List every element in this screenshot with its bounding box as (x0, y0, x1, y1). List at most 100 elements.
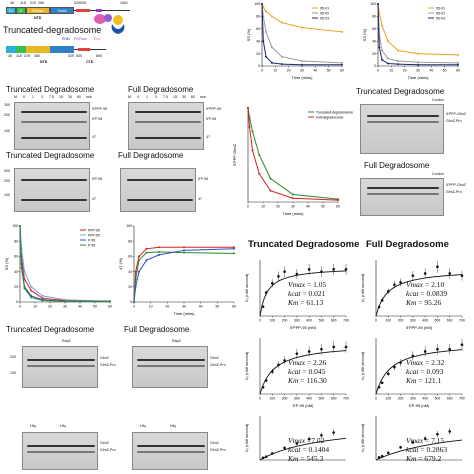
kcat-value: 0.0839 (426, 289, 448, 298)
data-point (30, 296, 33, 299)
data-point (41, 299, 44, 302)
x-tick-label: 40 (78, 305, 82, 309)
legend-label: 95-V1 (320, 6, 329, 10)
x-tick-label: 20 (403, 69, 407, 73)
y-tick-label: 20 (14, 285, 18, 289)
ntd-label: NTD (40, 60, 48, 64)
x-tick-label: 20 (287, 69, 291, 73)
y-axis-label: 5'PPP-GlmZ (232, 143, 237, 166)
control-label: Control (432, 98, 444, 102)
data-point (109, 300, 111, 303)
data-point (399, 281, 402, 284)
km-value: 61.13 (306, 298, 324, 307)
band-label: GlmZ-Pro (100, 448, 116, 452)
y-axis-label: SS (%) (4, 257, 9, 270)
data-point (295, 272, 299, 276)
data-point (262, 40, 265, 43)
data-point (393, 283, 396, 286)
series-line (247, 107, 339, 200)
x-tick-label: 60 (340, 69, 344, 73)
data-point (417, 63, 419, 66)
data-point (261, 456, 265, 460)
gel-title-full-bottom: Full Degradosome (124, 325, 190, 334)
data-point (269, 189, 272, 192)
fit-curve (375, 274, 463, 317)
y-tick-label: 40 (128, 270, 132, 274)
series-line (261, 3, 342, 66)
data-point (251, 149, 254, 152)
band-label: 47 (206, 135, 210, 139)
marker-label: 100 (10, 371, 16, 375)
marker-label: 100 (4, 129, 10, 133)
data-point (341, 61, 343, 64)
data-point (23, 270, 26, 273)
data-point (265, 10, 267, 13)
group-label: Hfq (170, 424, 176, 428)
data-point (30, 285, 33, 288)
x-tick-label: 60 (456, 69, 460, 73)
x-tick-label: 0 (259, 397, 261, 401)
y-tick-label: 80 (128, 239, 132, 243)
data-point (411, 274, 415, 277)
data-point (281, 21, 283, 24)
data-point (341, 30, 343, 33)
partner-label: Eno (94, 37, 101, 41)
data-point (448, 272, 452, 275)
band-label: 5'P-95 (92, 177, 103, 181)
marker-label: 300 (4, 103, 10, 107)
data-point (417, 61, 419, 64)
data-point (134, 270, 137, 273)
data-point (332, 431, 336, 434)
x-tick-label: 20 (48, 305, 52, 309)
data-point (265, 30, 267, 33)
lane-label: 30 (182, 95, 186, 99)
km-value: 116.30 (306, 376, 327, 385)
data-point (158, 253, 160, 256)
data-point (233, 247, 235, 250)
gel-title-truncated-right: Truncated Degradosome (356, 87, 445, 96)
control-label: Control (432, 172, 444, 176)
lane-label: 15 (173, 95, 177, 99)
x-axis-label: 5'PPP-95 (nM) (290, 325, 317, 330)
data-point (270, 452, 274, 455)
x-tick-label: 300 (410, 397, 416, 401)
x-tick-label: 100 (269, 397, 275, 401)
params-1: Vmax = 1.05 kcat = 0.021 Km = 61.13 (288, 280, 327, 307)
data-point (30, 289, 33, 292)
y-tick-label: 20 (256, 52, 260, 56)
x-axis-label: Time (mins) (174, 311, 196, 316)
data-point (332, 345, 336, 349)
data-point (397, 63, 399, 66)
data-point (301, 63, 303, 66)
lane-labels-top-full: M 0 1 3 7.5 15 30 60 min (128, 95, 208, 101)
lane-label: 7.5 (163, 95, 168, 99)
data-point (41, 294, 44, 297)
x-tick-label: 0 (133, 305, 135, 309)
data-point (337, 199, 339, 202)
group-label: RapZ (172, 339, 181, 343)
x-tick-label: 40 (306, 205, 310, 209)
x-tick-label: 200 (398, 397, 404, 401)
data-point (251, 130, 254, 133)
lane-label: M (128, 95, 131, 99)
data-point (380, 381, 384, 385)
partner-protein-icons (94, 14, 125, 34)
band-label: 47 (92, 197, 96, 201)
partner-icons (70, 12, 130, 36)
y-tick-label: 40 (14, 270, 18, 274)
x-tick-label: 30 (291, 205, 295, 209)
domain-rnase: RNase (26, 7, 50, 14)
x-tick-label: 300 (294, 319, 300, 323)
data-point (380, 299, 384, 302)
data-point (386, 290, 390, 293)
scatter-kinetics-3: 0 100 200 300 400 500 600 700 5'P-95 (nM) V₀ (nM/… (244, 338, 349, 408)
data-point (301, 60, 303, 63)
data-point (158, 246, 160, 249)
x-tick-label: 0 (259, 319, 261, 323)
data-point (64, 298, 66, 301)
band-label: GlmZ-Pro (210, 448, 226, 452)
vmax-value: 7.15 (431, 436, 445, 445)
y-tick-label: 60 (128, 255, 132, 259)
x-tick-label: 10 (149, 305, 153, 309)
x-tick-label: 0 (261, 69, 263, 73)
